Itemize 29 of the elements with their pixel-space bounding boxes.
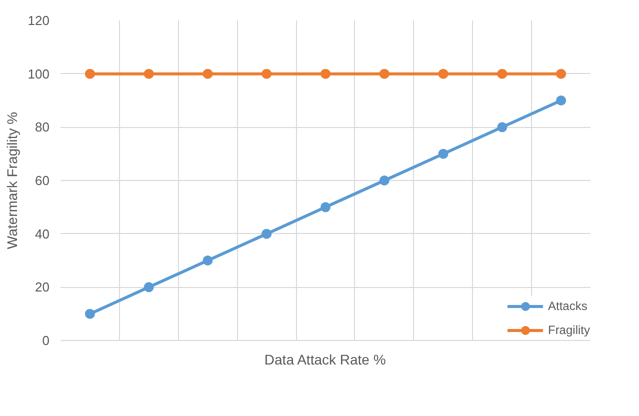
legend-label: Fragility <box>548 323 590 337</box>
point <box>497 122 508 132</box>
x-axis-title: Data Attack Rate % <box>264 352 386 368</box>
point <box>556 68 566 79</box>
point <box>262 228 272 239</box>
point <box>320 202 330 212</box>
y-axis-title: Watermark Fragility % <box>4 112 20 250</box>
point <box>144 282 154 292</box>
point <box>320 68 330 79</box>
legend-label: Attacks <box>548 299 588 313</box>
y-tick-label: 40 <box>35 226 50 242</box>
point <box>262 68 272 79</box>
y-tick-label: 60 <box>35 173 50 188</box>
point <box>202 68 213 79</box>
y-tick-label: 120 <box>28 13 50 28</box>
point <box>438 148 448 159</box>
y-tick-label: 100 <box>28 66 50 82</box>
point <box>556 96 566 106</box>
point <box>438 68 448 79</box>
y-tick-label: 0 <box>42 333 50 348</box>
point <box>84 308 95 319</box>
point <box>144 68 154 79</box>
point <box>202 256 213 266</box>
point <box>379 176 390 186</box>
y-tick-label: 80 <box>35 120 50 135</box>
y-tick-label: 20 <box>35 280 50 295</box>
point <box>497 68 508 79</box>
point <box>379 68 390 79</box>
point <box>84 68 95 79</box>
